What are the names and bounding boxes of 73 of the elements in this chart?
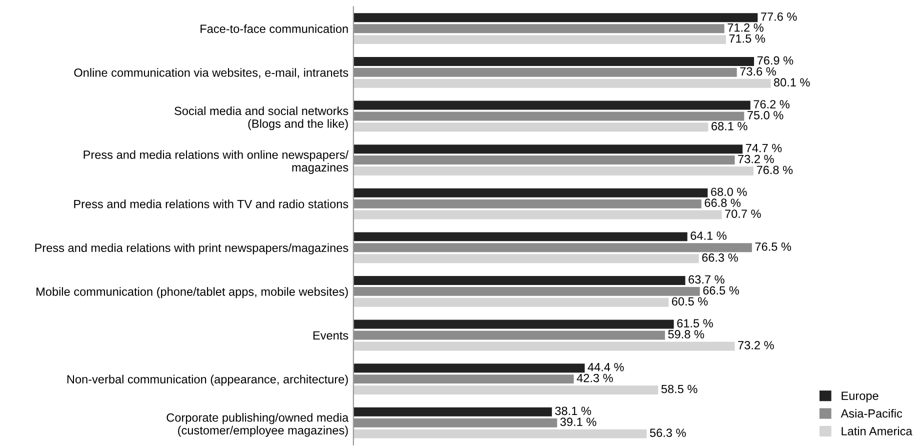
- bar: [353, 199, 702, 208]
- data-label: 38.1 %: [555, 406, 592, 416]
- legend-label: Europe: [842, 392, 878, 402]
- data-label: 59.8 %: [668, 330, 704, 338]
- bar: [353, 56, 754, 66]
- data-label: 68.0 %: [711, 188, 747, 196]
- y-tick-label: Press and media relations with online newspapers/ magazines: [84, 150, 349, 174]
- data-label: 77.6 %: [761, 12, 797, 21]
- data-label: 56.3 %: [650, 428, 686, 437]
- bar: [353, 188, 708, 198]
- bar: [353, 429, 647, 438]
- y-tick-label: Corporate publishing/owned media (customer/employee magazines): [166, 413, 349, 437]
- data-label: 75.0 %: [748, 111, 784, 120]
- bar: [353, 374, 574, 384]
- data-label: 73.6 %: [740, 67, 776, 76]
- y-tick-label: Mobile communication (phone/tablet apps, mobile websites): [36, 287, 348, 298]
- data-label: 80.1 %: [774, 78, 810, 87]
- bar: [353, 13, 758, 22]
- data-label: 76.2 %: [754, 100, 790, 108]
- bar: [353, 210, 722, 220]
- data-label: 76.9 %: [757, 56, 794, 65]
- y-tick-label: Face-to-face communication: [200, 24, 348, 33]
- bar: [353, 298, 669, 307]
- bar: [353, 166, 754, 176]
- bar: [353, 35, 726, 44]
- bar: [353, 144, 743, 154]
- bar: [353, 68, 737, 77]
- bar: [353, 232, 688, 242]
- data-label: 73.2 %: [738, 154, 774, 164]
- y-tick-label: Press and media relations with TV and radio stations: [74, 200, 348, 208]
- y-tick-label: Online communication via websites, e-mail, intranets: [74, 68, 348, 78]
- legend-label: Latin America: [842, 426, 912, 436]
- y-tick-label: Events: [313, 331, 348, 340]
- data-label: 71.5 %: [729, 34, 766, 43]
- bar: [353, 364, 585, 373]
- bar: [353, 24, 724, 34]
- data-label: 63.7 %: [688, 275, 724, 284]
- bar: [353, 386, 658, 394]
- data-label: 73.2 %: [738, 341, 774, 350]
- data-label: 76.8 %: [756, 166, 793, 174]
- data-label: 58.5 %: [661, 384, 698, 394]
- data-label: 74.7 %: [746, 144, 782, 152]
- data-label: 39.1 %: [560, 418, 596, 426]
- data-label: 60.5 %: [672, 297, 708, 306]
- data-label: 66.5 %: [703, 286, 739, 295]
- y-tick-label: Social media and social networks (Blogs and the like): [174, 106, 348, 130]
- data-label: 66.8 %: [704, 198, 741, 207]
- bar: [353, 112, 744, 121]
- bar: [353, 254, 699, 264]
- bar: [353, 330, 665, 340]
- bar: [353, 320, 674, 329]
- bar: [353, 407, 552, 416]
- bar: [353, 243, 752, 252]
- legend-label: Asia-Pacific: [840, 409, 902, 418]
- data-label: 66.3 %: [702, 253, 738, 262]
- bar: [353, 78, 771, 88]
- data-label: 44.4 %: [588, 362, 624, 372]
- data-label: 71.2 %: [728, 23, 764, 32]
- data-label: 64.1 %: [690, 231, 726, 240]
- data-label: 42.3 %: [576, 374, 613, 382]
- bar: [353, 156, 735, 165]
- bar: [353, 122, 708, 132]
- bar: [353, 342, 735, 351]
- bar: [353, 100, 750, 110]
- bar: [353, 418, 558, 428]
- data-label: 70.7 %: [725, 210, 761, 218]
- y-tick-label: Non-verbal communication (appearance, architecture): [67, 374, 348, 386]
- bar: [353, 286, 700, 296]
- y-tick-label: Press and media relations with print newspapers/magazines: [35, 243, 348, 254]
- bar: [353, 276, 686, 285]
- data-label: 76.5 %: [755, 242, 792, 251]
- data-label: 68.1 %: [712, 122, 748, 130]
- data-label: 61.5 %: [677, 319, 713, 328]
